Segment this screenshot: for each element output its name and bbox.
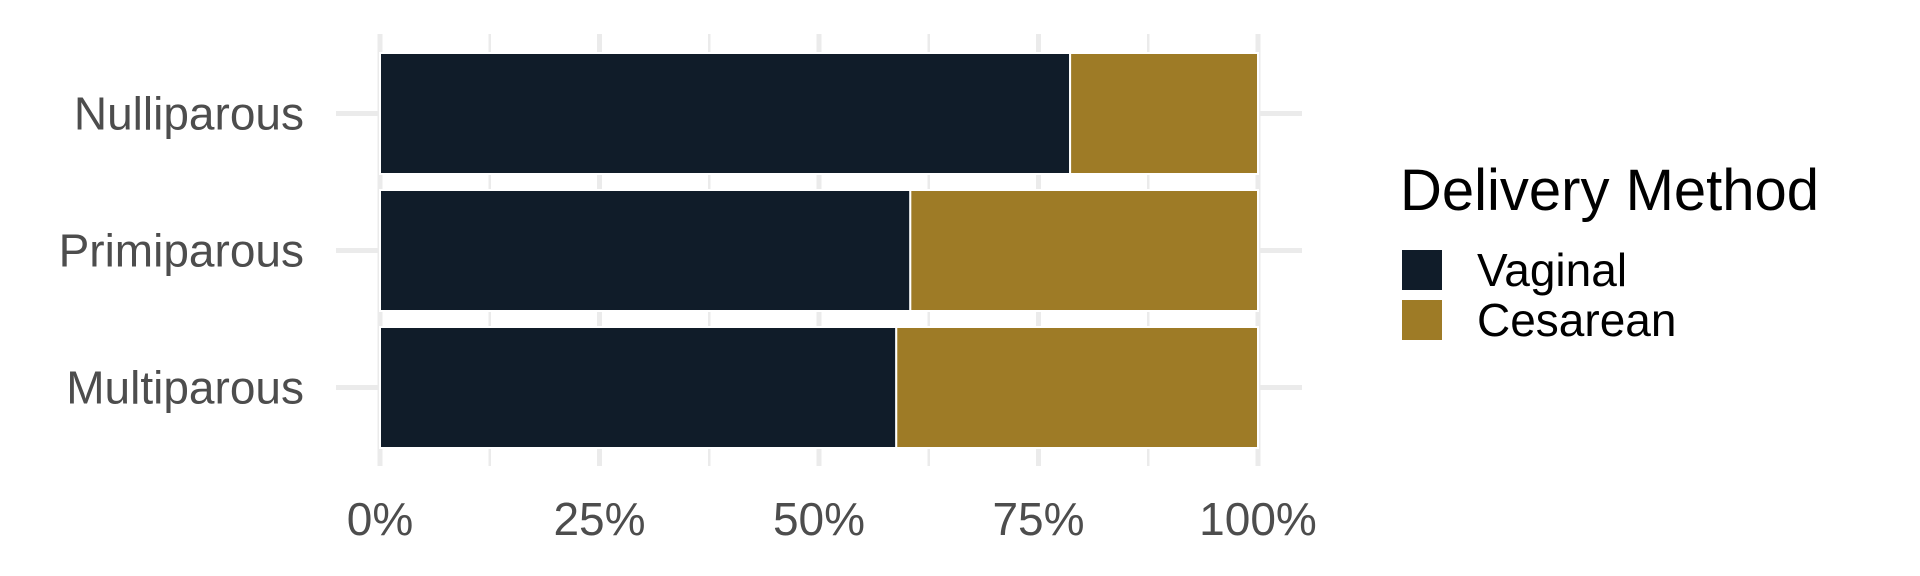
legend-swatch-vaginal xyxy=(1402,250,1442,290)
bar-cesarean-primiparous xyxy=(909,189,1259,312)
x-axis-labels: 0% 25% 50% 75% 100% xyxy=(347,493,1317,545)
y-tick-label: Nulliparous xyxy=(74,88,304,140)
legend-label-cesarean: Cesarean xyxy=(1477,294,1676,346)
x-tick-label: 75% xyxy=(992,493,1084,545)
bars xyxy=(379,52,1260,449)
bar-cesarean-multiparous xyxy=(895,326,1259,449)
bar-vaginal-primiparous xyxy=(379,189,912,312)
x-tick-label: 100% xyxy=(1199,493,1317,545)
bar-vaginal-multiparous xyxy=(379,326,898,449)
y-tick-label: Multiparous xyxy=(66,362,304,414)
x-tick-label: 0% xyxy=(347,493,413,545)
legend-swatch-cesarean xyxy=(1402,300,1442,340)
bar-cesarean-nulliparous xyxy=(1069,52,1260,175)
x-tick-label: 50% xyxy=(773,493,865,545)
y-tick-label: Primiparous xyxy=(59,225,304,277)
bar-vaginal-nulliparous xyxy=(379,52,1072,175)
x-tick-label: 25% xyxy=(553,493,645,545)
y-axis-labels: Nulliparous Primiparous Multiparous xyxy=(59,88,304,414)
legend-title: Delivery Method xyxy=(1400,158,1819,223)
legend-label-vaginal: Vaginal xyxy=(1477,244,1627,296)
